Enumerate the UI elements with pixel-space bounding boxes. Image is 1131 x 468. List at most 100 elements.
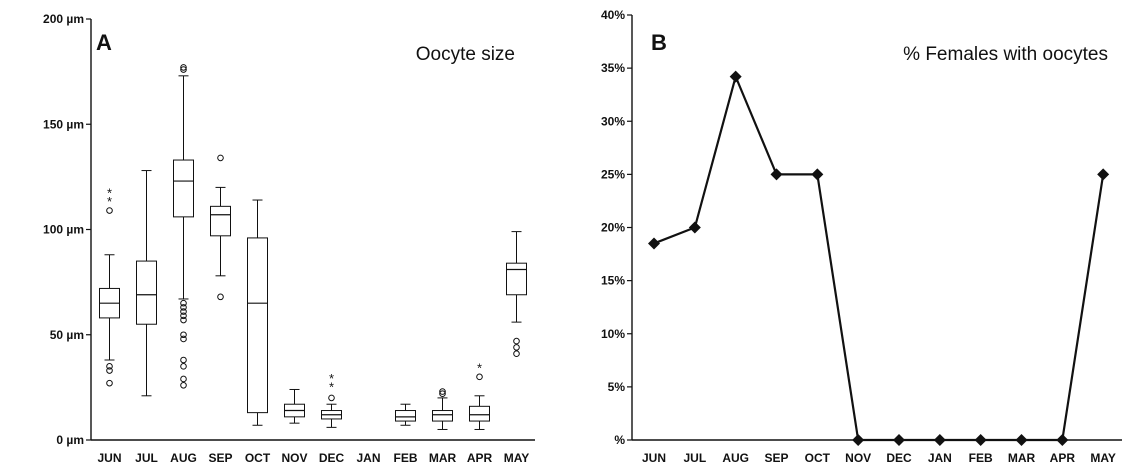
y-tick-label: 150 µm [43,117,84,131]
x-tick-label: NOV [281,451,307,465]
outlier-point [180,308,187,315]
data-point-marker [933,434,946,446]
data-point-marker [1097,168,1110,181]
outlier-point [106,207,113,214]
outlier-point [217,154,224,162]
box [210,205,231,237]
box-group [506,231,527,357]
panel-letter: A [96,30,112,55]
y-tick-label: 0 µm [56,433,84,447]
x-tick-label: OCT [805,451,831,465]
x-tick-label: JAN [356,451,380,465]
x-tick-label: SEP [764,451,788,465]
data-point-marker [1056,434,1069,446]
box [506,262,527,296]
outlier-point [328,394,335,402]
box-group [210,154,231,301]
x-tick-label: AUG [722,451,749,465]
x-tick-label: DEC [319,451,345,465]
box [173,159,194,218]
data-point-marker [893,434,905,446]
outlier-point [180,375,187,383]
box [247,237,268,414]
outlier-point [180,363,187,370]
outlier-point [439,390,446,397]
panel-title: % Females with oocytes [903,44,1108,65]
x-tick-label: JUN [642,451,666,465]
y-tick-label: 25% [601,167,625,181]
outlier-point [513,350,520,357]
y-tick-label: 15% [601,274,625,288]
data-point-marker [648,237,660,250]
panel-a-boxplot: 0 µm 50 µm 100 µm 150 µm 200 µm JUN JUL AUG SEP O… [43,12,535,465]
box-group [395,403,416,426]
data-point-marker [1015,434,1028,446]
x-tick-label: NOV [845,451,871,465]
box-group [284,388,305,424]
x-tick-label: JAN [928,451,952,465]
box-group [247,199,268,426]
y-tick-label: 20% [601,221,625,235]
outlier-point [513,337,520,345]
y-tick-label: 100 µm [43,223,84,237]
x-tick-label: MAR [1008,451,1036,465]
extreme-point: * [477,360,482,375]
outlier-point [180,64,187,71]
x-tick-label: OCT [245,451,271,465]
outlier-point [180,304,187,311]
x-tick-label: FEB [969,451,993,465]
extreme-point: * [329,371,334,386]
panel-letter: B [651,30,667,55]
data-point-marker [974,434,987,446]
box-group: ** [321,371,342,428]
y-tick-label: 35% [601,61,625,75]
box-group [432,388,453,430]
outlier-point [180,335,187,343]
panel-title: Oocyte size [416,44,515,65]
outlier-point [513,344,520,351]
outlier-point [180,316,187,324]
x-tick-label: MAY [504,451,530,465]
x-tick-label: MAR [429,451,457,465]
data-point-marker [729,70,742,83]
box-group [173,64,194,389]
box [395,410,416,422]
box-group: * [469,360,490,430]
extreme-point: * [107,194,112,209]
box [432,410,453,422]
series-line [653,75,1105,442]
box-group: ** [99,186,120,387]
box-group [136,170,157,397]
x-tick-label: MAY [1090,451,1116,465]
outlier-point [439,388,446,395]
y-tick-label: 30% [601,114,625,128]
data-point-marker [688,221,701,234]
outlier-point [106,367,113,374]
outlier-point [106,379,113,387]
y-tick-label: 50 µm [50,328,84,342]
extreme-point: * [329,379,334,394]
y-tick-label: 5% [608,380,626,394]
outlier-point [180,299,187,307]
outlier-point [180,356,187,364]
panel-b-line-chart: % 5% 10% 15% 20% 25% 30% 35% 40% JUN JUL AUG SEP OCT N… [601,8,1122,465]
x-tick-label: APR [467,451,493,465]
outlier-point [106,363,113,370]
data-point-marker [852,434,865,446]
y-tick-label: 10% [601,327,625,341]
x-tick-label: FEB [394,451,418,465]
x-tick-label: JUN [97,451,121,465]
extreme-point: * [107,186,112,201]
outlier-point [180,331,187,339]
box [136,260,157,325]
y-tick-label: 40% [601,8,625,22]
outlier-point [217,293,224,301]
outlier-point [180,312,187,320]
outlier-point [180,66,187,73]
outlier-point [180,381,187,389]
data-point-marker [811,168,824,181]
data-point-marker [770,168,783,181]
x-tick-label: APR [1050,451,1076,465]
x-tick-label: JUL [135,451,158,465]
